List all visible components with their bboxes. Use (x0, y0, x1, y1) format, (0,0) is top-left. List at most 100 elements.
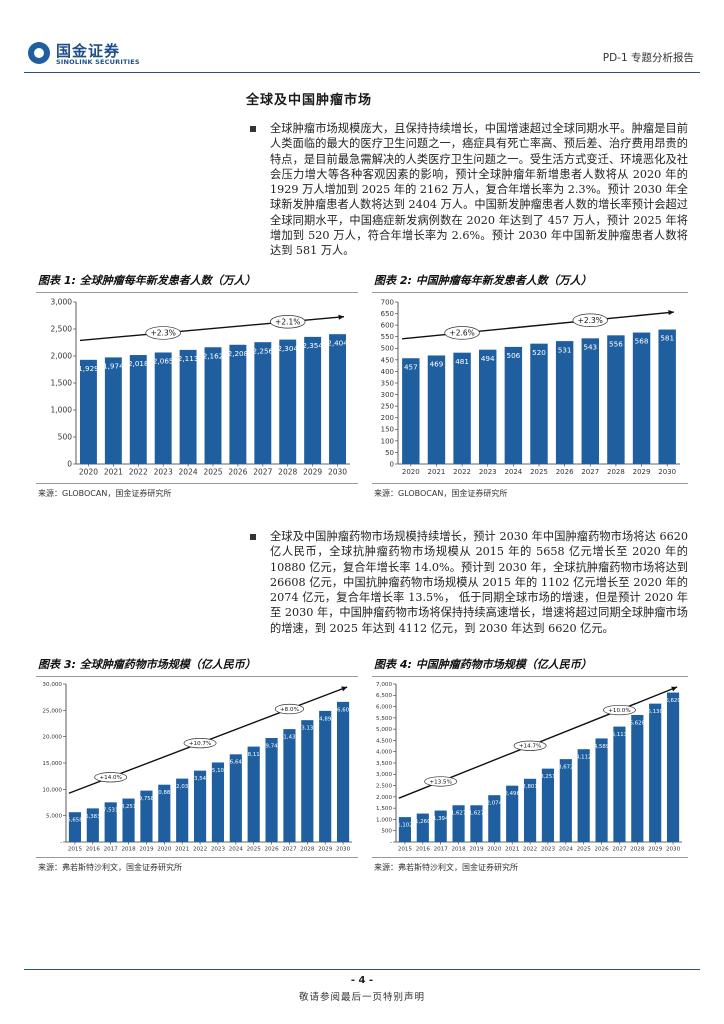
x-tick-label: 2024 (559, 847, 574, 853)
bar (279, 339, 297, 464)
x-tick-label: 2024 (179, 468, 198, 477)
bar (304, 336, 322, 464)
y-tick-label: 250 (381, 403, 394, 411)
y-tick-label: 5,500 (376, 716, 392, 722)
x-tick-label: 2025 (247, 847, 262, 853)
x-tick-label: 2020 (79, 468, 98, 477)
bar-value-label: 1,260 (415, 819, 431, 825)
bar (581, 338, 599, 464)
bar (229, 754, 242, 842)
bar-value-label: 6,130 (647, 709, 663, 715)
x-tick-label: 2027 (282, 847, 297, 853)
y-tick-label: 10,000 (42, 787, 62, 793)
bar-value-label: 4,112 (576, 755, 591, 761)
footer-divider (24, 969, 700, 970)
bar-value-label: 520 (532, 348, 546, 357)
x-tick-label: 2026 (594, 847, 609, 853)
bar-value-label: 531 (558, 345, 572, 354)
growth-rate-label: +10.0% (608, 708, 630, 714)
y-tick-label: 600 (381, 322, 394, 330)
bar (122, 798, 135, 842)
bar (416, 813, 429, 842)
growth-rate-badge (183, 738, 217, 749)
bar-value-label: 12,037 (173, 784, 192, 790)
x-tick-label: 2026 (228, 468, 247, 477)
bar-value-label: 1,102 (397, 823, 412, 829)
bar-value-label: 2,162 (203, 351, 224, 360)
bar-value-label: 3,251 (540, 774, 555, 780)
bar (488, 795, 501, 842)
bar (649, 703, 662, 842)
growth-rate-label: +2.1% (275, 317, 300, 326)
x-tick-label: 2018 (121, 847, 136, 853)
bar (607, 335, 625, 464)
bar-value-label: 568 (635, 337, 649, 346)
x-tick-label: 2029 (633, 468, 651, 476)
bar-value-label: 2,074 (487, 801, 503, 807)
bar-value-label: 506 (507, 351, 521, 360)
bar-value-label: 494 (481, 354, 495, 363)
growth-rate-label: +2.3% (578, 316, 603, 325)
y-tick-label: - (60, 840, 62, 846)
trend-arrow-head (341, 686, 348, 692)
x-tick-label: 2021 (428, 468, 446, 476)
bar (398, 817, 412, 842)
figure-4-bottom-rule (372, 857, 688, 858)
bar-value-label: 2,113 (178, 354, 199, 363)
growth-rate-badge (602, 704, 636, 716)
figure-4-frame (372, 676, 688, 677)
x-tick-label: 2020 (157, 847, 172, 853)
y-tick-label: 500 (58, 433, 73, 442)
y-tick-label: 2,000 (376, 795, 392, 801)
bar-value-label: 13,546 (191, 776, 210, 782)
bar-value-label: 3,672 (558, 765, 573, 771)
x-tick-label: 2022 (523, 847, 537, 853)
y-tick-label: 0 (390, 460, 394, 468)
y-tick-label: 0 (67, 460, 72, 469)
x-tick-label: 2028 (300, 847, 315, 853)
bar-value-label: 24,895 (316, 716, 335, 722)
bar (595, 738, 608, 842)
bar-value-label: 2,801 (522, 784, 537, 790)
bar (479, 349, 497, 464)
bar (247, 746, 260, 842)
y-tick-label: 6,500 (376, 693, 392, 699)
x-tick-label: 2021 (104, 468, 123, 477)
bar-value-label: 2,354 (302, 341, 323, 350)
x-tick-label: 2023 (211, 847, 226, 853)
growth-rate-badge (274, 703, 305, 715)
x-tick-label: 2019 (469, 847, 484, 853)
trend-arrow-head (668, 309, 674, 316)
trend-arrow-head (671, 686, 678, 692)
bar (154, 352, 172, 464)
figure-1-frame (36, 292, 358, 293)
figure-2-source: 来源：GLOBOCAN，国金证券研究所 (374, 489, 508, 498)
figure-3-frame (36, 676, 358, 677)
x-tick-label: 2019 (139, 847, 154, 853)
bar (283, 729, 296, 842)
x-tick-label: 2029 (303, 468, 322, 477)
logo-english-name: SINOLINK SECURITIES (56, 58, 140, 66)
x-tick-label: 2015 (398, 847, 413, 853)
growth-rate-badge (513, 740, 547, 751)
bar-value-label: 18,115 (244, 752, 263, 758)
bar (559, 759, 572, 842)
y-tick-label: 1,500 (51, 379, 73, 388)
bar-value-label: 1,627 (469, 811, 484, 817)
x-tick-label: 2024 (229, 847, 244, 853)
bar (193, 770, 207, 842)
bar (265, 738, 278, 842)
figure-1-title: 图表 1: 全球肿瘤每年新发患者人数（万人） (38, 274, 256, 287)
figure-2-title: 图表 2: 中国肿瘤每年新发患者人数（万人） (374, 274, 592, 287)
y-tick-label: 2,500 (376, 784, 392, 790)
x-tick-label: 2026 (264, 847, 279, 853)
bar (470, 805, 483, 842)
bar-value-label: 2,404 (327, 338, 348, 347)
y-tick-label: 4,500 (376, 738, 392, 744)
x-tick-label: 2025 (530, 468, 548, 476)
y-tick-label: - (390, 840, 392, 846)
bar (176, 778, 189, 842)
bar-value-label: 23,134 (298, 726, 317, 732)
y-tick-label: 500 (381, 829, 392, 835)
y-tick-label: 20,000 (42, 735, 62, 741)
